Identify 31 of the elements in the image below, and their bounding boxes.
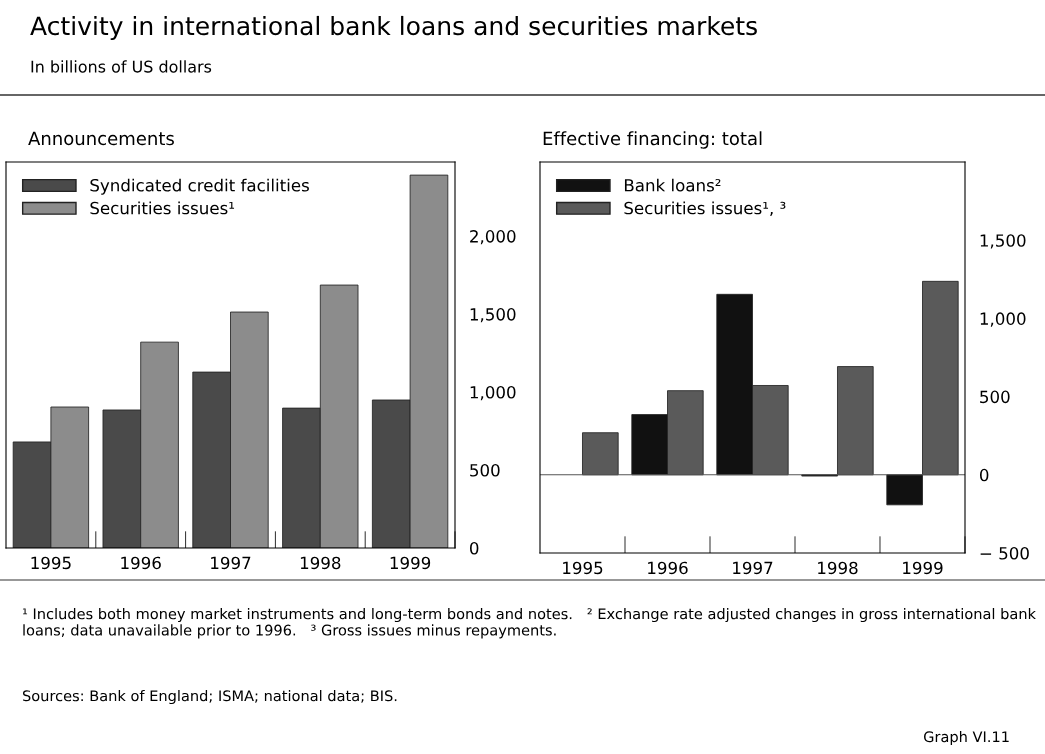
y-tick-label: 1,500 [470, 308, 516, 323]
y-tick-label: 1,500 [980, 234, 1026, 249]
x-tick-label: 1995 [31, 556, 71, 570]
chart-title: Announcements [28, 131, 174, 146]
x-tick-label: 1996 [121, 556, 161, 570]
y-tick-label: 2,000 [470, 230, 516, 245]
text: ¹ Includes both money market instruments and long-term bonds and notes. ² Exchange rate adjusted changes in gross international bank loans; data unavailable prior to 1996. ³ Gross issues minus repayments. [22, 608, 1036, 639]
y-tick-label: − 500 [980, 546, 1029, 560]
x-tick-label: 1997 [211, 556, 251, 570]
legend-label: Securities issues¹ [90, 201, 235, 215]
x-tick-label: 1997 [733, 561, 773, 575]
legend-label: Securities issues¹, ³ [624, 201, 786, 217]
chart-title: Effective financing: total [543, 131, 762, 149]
y-tick-label: 500 [470, 463, 500, 477]
x-tick-label: 1996 [648, 561, 688, 575]
y-tick-label: 500 [980, 390, 1010, 404]
text: In billions of US dollars [31, 60, 212, 73]
y-tick-label: 1,000 [980, 312, 1026, 327]
x-tick-label: 1999 [390, 556, 431, 570]
x-tick-label: 1998 [818, 561, 858, 575]
legend-label: Bank loans² [624, 178, 721, 192]
text: Activity in international bank loans and securities markets [30, 15, 757, 41]
x-tick-label: 1998 [300, 556, 341, 570]
y-tick-label: 1,000 [470, 386, 516, 401]
x-tick-label: 1999 [903, 561, 943, 575]
y-tick-label: 0 [979, 468, 989, 482]
y-tick-label: 0 [469, 541, 479, 555]
text: Graph VI.11 [923, 730, 1009, 746]
source-note: Sources: Bank of England; ISMA; national data; BIS. [22, 690, 397, 705]
x-tick-label: 1995 [563, 561, 603, 575]
legend-label: Syndicated credit facilities [90, 178, 309, 195]
